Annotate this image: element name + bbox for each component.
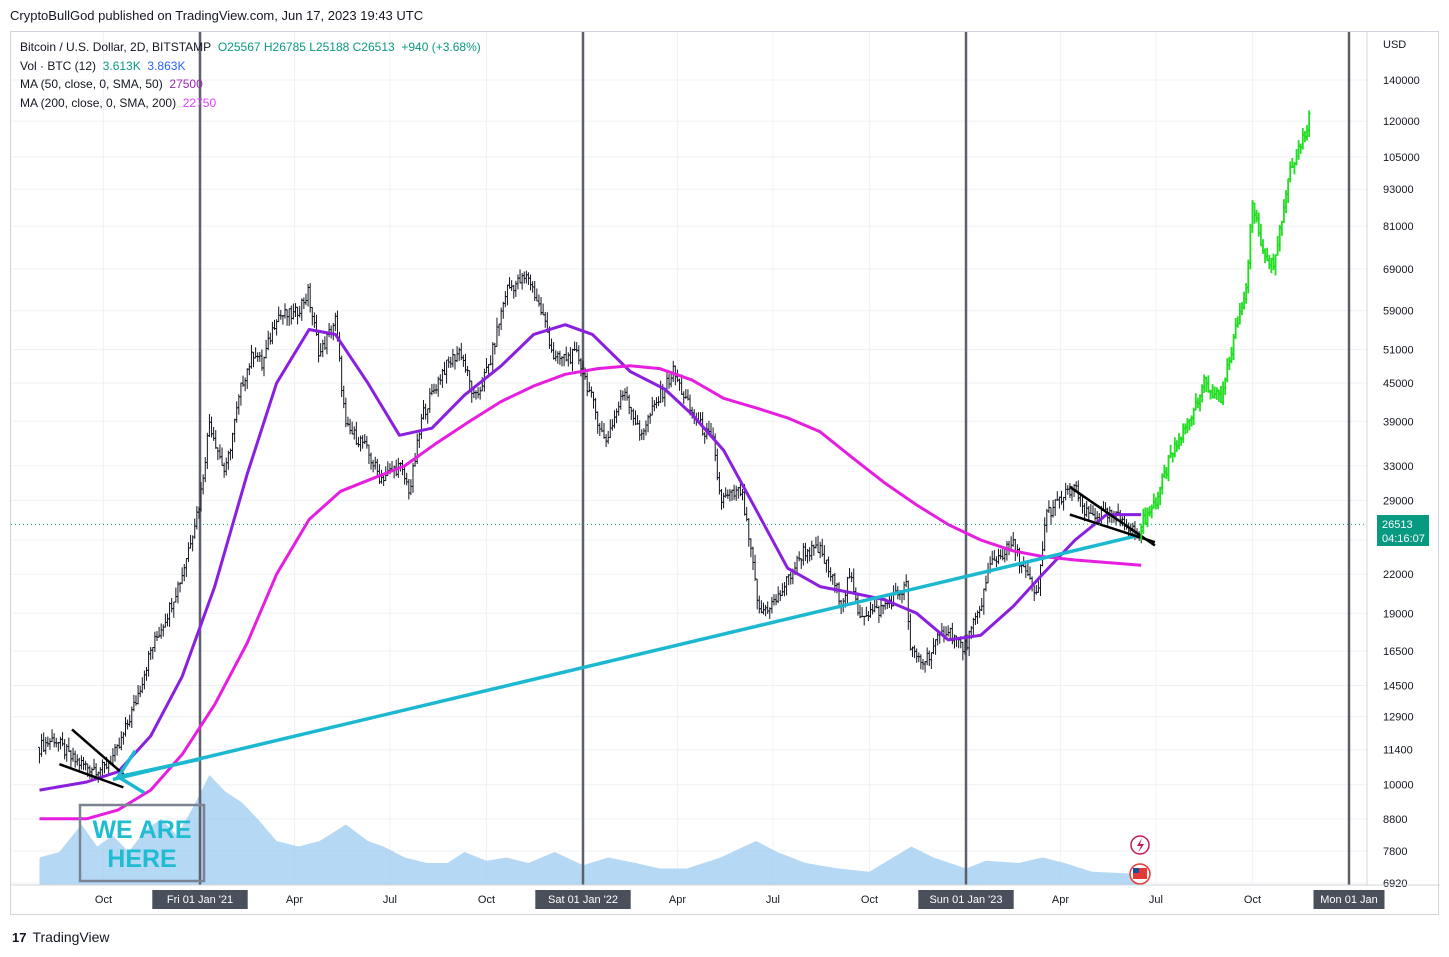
legend-ma200-value: 22750 (182, 95, 217, 110)
time-tick-box-13 (1313, 890, 1385, 909)
volume-area (39, 775, 1142, 885)
tradingview-footer: 17 TradingView (12, 929, 110, 945)
last-price-box (1377, 515, 1429, 546)
candle-layer (37, 269, 1143, 783)
chart-legend: Bitcoin / U.S. Dollar, 2D, BITSTAMP O255… (20, 38, 481, 112)
here-arrow-head (115, 749, 146, 795)
us-flag-icon-canton (1133, 868, 1139, 873)
time-tick-7: Jul (766, 894, 780, 906)
legend-symbol-row: Bitcoin / U.S. Dollar, 2D, BITSTAMP O255… (20, 38, 481, 57)
ma-line-1 (39, 364, 1142, 821)
legend-volume-label[interactable]: Vol · BTC (12) (20, 58, 97, 73)
price-tick-17: 69000 (1383, 264, 1414, 276)
price-chart[interactable]: WE ARE HERE USD 6920 7800 8800 10000 11400 129… (11, 32, 1440, 916)
time-tick-3: Jul (383, 894, 397, 906)
price-axis-unit: USD (1383, 39, 1406, 51)
legend-symbol[interactable]: Bitcoin / U.S. Dollar, 2D, BITSTAMP (20, 40, 212, 54)
we-are-here-line2: HERE (107, 845, 176, 873)
price-tick-3: 10000 (1383, 780, 1414, 792)
price-tick-15: 51000 (1383, 345, 1414, 357)
price-tick-6: 14500 (1383, 680, 1414, 692)
legend-ma50-row: MA (50, close, 0, SMA, 50) 27500 (20, 75, 481, 94)
time-tick-10: Apr (1052, 894, 1069, 906)
time-tick-box-1 (152, 890, 248, 909)
price-tick-1: 7800 (1383, 846, 1407, 858)
price-tick-11: 29000 (1383, 495, 1414, 507)
legend-volume-ma-value: 3.863K (147, 58, 186, 73)
time-tick-13: Mon 01 Jan (1320, 894, 1377, 906)
price-tick-0: 6920 (1383, 878, 1407, 890)
time-tick-12: Oct (1244, 894, 1261, 906)
here-arrow-shaft (117, 757, 201, 779)
price-tick-16: 59000 (1383, 306, 1414, 318)
time-tick-8: Oct (861, 894, 878, 906)
ma-line-0 (39, 323, 1142, 792)
legend-volume-row: Vol · BTC (12) 3.613K 3.863K (20, 57, 481, 76)
we-are-here-line1: WE ARE (92, 816, 191, 844)
time-tick-4: Oct (478, 894, 495, 906)
price-tick-21: 120000 (1383, 116, 1420, 128)
price-axis: USD 6920 7800 8800 10000 11400 12900 14500 16500… (11, 32, 1420, 890)
bar-countdown: 04:16:07 (1382, 533, 1425, 545)
price-tick-22: 140000 (1383, 75, 1420, 87)
time-tick-box-5 (535, 890, 631, 909)
price-tick-12: 33000 (1383, 461, 1414, 473)
tradingview-logo-icon: 17 (12, 929, 27, 945)
time-tick-box-9 (918, 890, 1014, 909)
price-tick-7: 16500 (1383, 646, 1414, 658)
chart-frame[interactable]: WE ARE HERE USD 6920 7800 8800 10000 11400 129… (10, 31, 1440, 916)
legend-volume-value: 3.613K (102, 58, 141, 73)
time-tick-0: Oct (95, 894, 112, 906)
support-trendline (112, 533, 1142, 782)
time-tick-9: Sun 01 Jan '23 (929, 894, 1002, 906)
time-tick-2: Apr (286, 894, 303, 906)
icon-layer (1129, 835, 1151, 885)
tradingview-brand[interactable]: TradingView (32, 929, 110, 945)
legend-ma50-value: 27500 (169, 77, 203, 91)
us-flag-icon-glyph (1133, 868, 1147, 879)
wedge-0-line-0 (71, 728, 125, 776)
time-tick-11: Jul (1149, 894, 1163, 906)
drawing-layer (58, 485, 1156, 789)
price-tick-20: 105000 (1383, 152, 1420, 164)
legend-ma50-label[interactable]: MA (50, close, 0, SMA, 50) (20, 77, 163, 91)
time-tick-6: Apr (669, 894, 686, 906)
year-separator-layer (198, 32, 1351, 885)
last-price-tag: 26513 04:16:07 (1377, 515, 1429, 546)
time-tick-1: Fri 01 Jan '21 (167, 894, 233, 906)
price-tick-9: 22000 (1383, 569, 1414, 581)
legend-ma200-row: MA (200, close, 0, SMA, 200) 22750 (20, 94, 481, 113)
last-price-value: 26513 (1382, 519, 1413, 531)
price-tick-14: 45000 (1383, 378, 1414, 390)
we-are-here-box (78, 803, 206, 883)
price-tick-4: 11400 (1383, 745, 1413, 757)
moving-average-layer (39, 323, 1142, 821)
legend-ohlc: O25567 H26785 L25188 C26513 (217, 40, 395, 54)
price-tick-5: 12900 (1383, 712, 1414, 724)
price-tick-18: 81000 (1383, 221, 1414, 233)
lightning-icon-glyph (1137, 838, 1144, 853)
price-tick-13: 39000 (1383, 416, 1414, 428)
time-axis: Oct Fri 01 Jan '21 Apr Jul Oct Sat 01 Jan '22… (11, 884, 1440, 909)
publish-header: CryptoBullGod published on TradingView.c… (10, 8, 424, 23)
legend-ma200-label[interactable]: MA (200, close, 0, SMA, 200) (20, 95, 177, 110)
wedge-0-line-1 (58, 762, 124, 789)
price-tick-8: 19000 (1383, 608, 1414, 620)
projection-layer (1139, 110, 1311, 541)
legend-change: +940 (+3.68%) (401, 40, 481, 54)
price-tick-19: 93000 (1383, 184, 1414, 196)
price-tick-2: 8800 (1383, 814, 1407, 826)
time-tick-5: Sat 01 Jan '22 (548, 894, 618, 906)
annotation-layer: WE ARE HERE (78, 749, 206, 883)
